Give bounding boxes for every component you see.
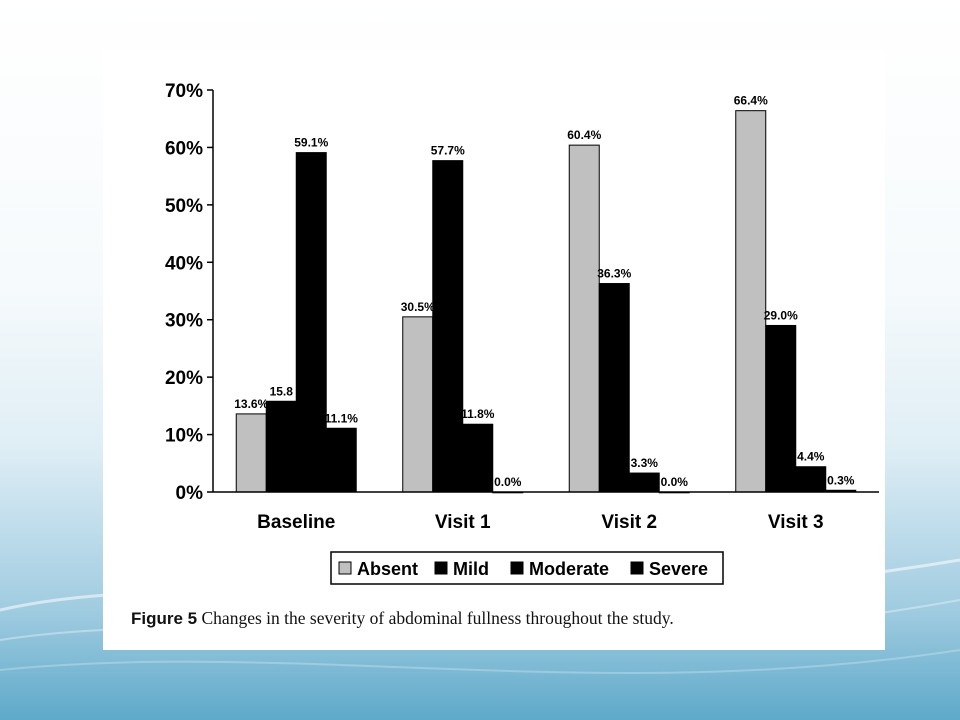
data-label: 30.5% — [401, 300, 435, 314]
x-category-label: Visit 1 — [435, 512, 491, 533]
bar-moderate-visit-2 — [628, 472, 660, 493]
data-label: 59.1% — [294, 136, 328, 150]
data-label: 66.4% — [734, 94, 768, 108]
bar-mild-visit-3 — [765, 324, 797, 493]
legend-swatch — [630, 561, 644, 575]
y-tick-label: 10% — [165, 426, 203, 447]
figure-caption: Figure 5 Changes in the severity of abdo… — [131, 608, 674, 629]
y-tick-label: 30% — [165, 311, 203, 332]
bar-absent-baseline — [235, 413, 267, 493]
data-label: 60.4% — [567, 128, 601, 142]
legend-swatch — [338, 561, 352, 575]
legend-label: Mild — [453, 559, 489, 579]
data-label: 29.0% — [764, 308, 798, 322]
data-label: 0.0% — [661, 475, 689, 489]
legend: Absent Mild Moderate Severe — [330, 551, 724, 585]
legend-label: Moderate — [529, 559, 609, 579]
bar-mild-visit-2 — [598, 283, 630, 493]
bar-mild-visit-1 — [432, 160, 464, 493]
legend-label: Absent — [357, 559, 418, 579]
y-tick-label: 40% — [165, 253, 203, 274]
data-label: 15.8 — [270, 384, 294, 398]
x-category-label: Baseline — [257, 512, 335, 533]
y-tick-label: 0% — [176, 483, 204, 504]
bar-absent-visit-2 — [568, 144, 600, 493]
caption-text: Changes in the severity of abdominal ful… — [201, 608, 674, 628]
legend-swatch — [434, 561, 448, 575]
data-label: 11.1% — [325, 411, 359, 425]
caption-label: Figure 5 — [131, 609, 198, 628]
bar-moderate-visit-1 — [462, 423, 494, 493]
data-label: 0.0% — [494, 475, 522, 489]
bar-absent-visit-1 — [402, 316, 434, 493]
data-label: 11.8% — [461, 407, 495, 421]
y-tick-label: 20% — [165, 368, 203, 389]
bar-severe-baseline — [325, 427, 357, 493]
y-tick-label: 60% — [165, 138, 203, 159]
bar-chart: 0% 10% 20% 30% 40% 50% 60% 70% 13.6%15.8 59.1% 11… — [165, 81, 879, 585]
data-label: 0.3% — [827, 473, 855, 487]
data-label: 36.3% — [597, 267, 631, 281]
x-category-label: Visit 3 — [768, 512, 824, 533]
bar-moderate-visit-3 — [795, 466, 827, 493]
y-tick-label: 70% — [165, 81, 203, 102]
data-label: 4.4% — [797, 450, 825, 464]
bar-moderate-baseline — [295, 152, 327, 493]
bar-mild-baseline — [265, 400, 297, 493]
legend-box — [330, 551, 724, 585]
x-category-label: Visit 2 — [601, 512, 657, 533]
y-tick-label: 50% — [165, 196, 203, 217]
data-label: 57.7% — [431, 144, 465, 158]
data-label: 13.6% — [234, 397, 268, 411]
figure-panel: 0% 10% 20% 30% 40% 50% 60% 70% 13.6% 15.8 59.1% 11… — [103, 50, 885, 650]
bar-absent-visit-3 — [735, 110, 767, 493]
legend-label: Severe — [649, 559, 708, 579]
data-label: 3.3% — [631, 456, 659, 470]
legend-swatch — [510, 561, 524, 575]
